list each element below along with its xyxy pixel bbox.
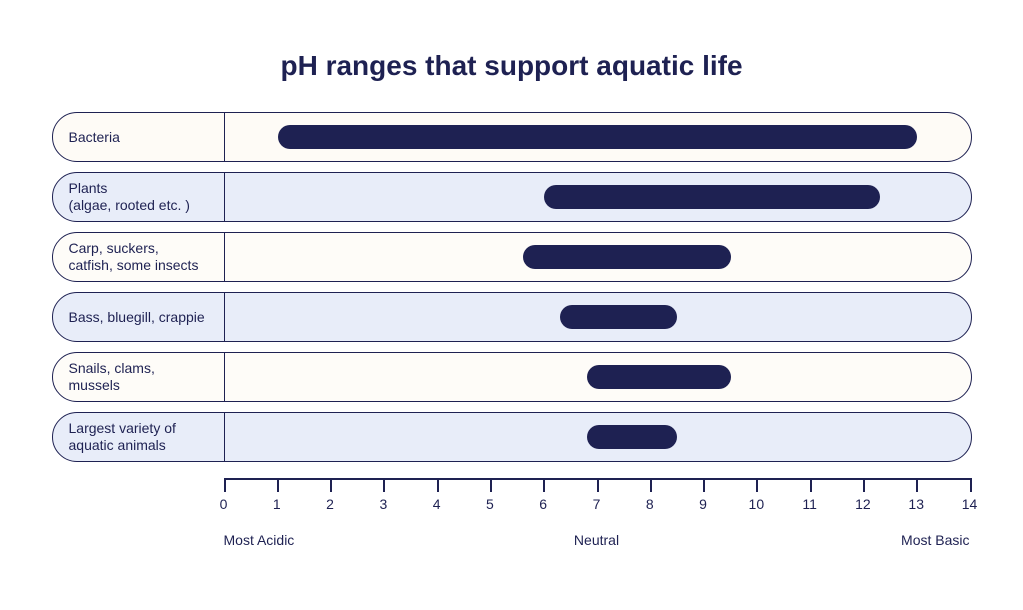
ph-row-label: Plants(algae, rooted etc. ) [53,173,225,221]
axis-tick-label: 2 [326,496,334,512]
ph-row-label: Bacteria [53,113,225,161]
ph-row: Carp, suckers,catfish, some insects [52,232,972,282]
ph-range-bar [523,245,731,269]
axis-tick-label: 11 [802,496,817,512]
ph-range-bar [587,425,678,449]
axis-tick [970,478,972,492]
axis-tick [437,478,439,492]
ph-row-sublabel-text: mussels [69,377,208,394]
axis-tick [597,478,599,492]
axis-tick [756,478,758,492]
axis-tick-label: 14 [962,496,978,512]
ph-range-bar [560,305,677,329]
axis-tick-label: 3 [379,496,387,512]
ph-range-bar [278,125,917,149]
ph-row-track [225,113,971,161]
ph-row-track [225,233,971,281]
axis-tick-label: 9 [699,496,707,512]
ph-row-label-text: Bacteria [69,129,208,146]
axis-tick [330,478,332,492]
ph-row-track [225,173,971,221]
axis-tick-label: 6 [539,496,547,512]
axis-desc-left: Most Acidic [224,532,295,548]
axis-tick [703,478,705,492]
axis-tick-label: 0 [220,496,228,512]
ph-range-chart: Bacteria Plants(algae, rooted etc. ) Carp,… [52,112,972,552]
ph-row: Bass, bluegill, crappie [52,292,972,342]
ph-row-track [225,293,971,341]
axis-tick [277,478,279,492]
axis-tick-label: 10 [749,496,765,512]
ph-row-track [225,353,971,401]
ph-row-label-text: Bass, bluegill, crappie [69,309,208,326]
axis-tick-label: 8 [646,496,654,512]
ph-row-label: Largest variety ofaquatic animals [53,413,225,461]
ph-row-sublabel-text: catfish, some insects [69,257,208,274]
axis-tick [224,478,226,492]
ph-row-sublabel-text: aquatic animals [69,437,208,454]
ph-row-label-text: Plants [69,180,208,197]
ph-row-label-text: Carp, suckers, [69,240,208,257]
axis-tick-label: 12 [855,496,871,512]
ph-row-label: Carp, suckers,catfish, some insects [53,233,225,281]
axis-tick [916,478,918,492]
ph-range-bar [544,185,880,209]
axis-tick-label: 13 [908,496,924,512]
ph-row-track [225,413,971,461]
axis-tick-label: 7 [593,496,601,512]
ph-row: Snails, clams,mussels [52,352,972,402]
axis-tick [490,478,492,492]
axis-tick-label: 4 [433,496,441,512]
ph-row: Plants(algae, rooted etc. ) [52,172,972,222]
axis-tick [650,478,652,492]
ph-row-sublabel-text: (algae, rooted etc. ) [69,197,208,214]
axis-tick [543,478,545,492]
chart-title: pH ranges that support aquatic life [50,50,973,82]
ph-row: Bacteria [52,112,972,162]
ph-row-label: Snails, clams,mussels [53,353,225,401]
ph-row-label-text: Largest variety of [69,420,208,437]
axis-tick-label: 5 [486,496,494,512]
axis-tick [810,478,812,492]
axis-tick [863,478,865,492]
ph-range-bar [587,365,731,389]
axis-desc-right: Most Basic [901,532,969,548]
ph-row-label-text: Snails, clams, [69,360,208,377]
axis-tick-label: 1 [273,496,281,512]
ph-row: Largest variety ofaquatic animals [52,412,972,462]
axis-desc-center: Neutral [574,532,619,548]
axis-tick [383,478,385,492]
ph-row-label: Bass, bluegill, crappie [53,293,225,341]
